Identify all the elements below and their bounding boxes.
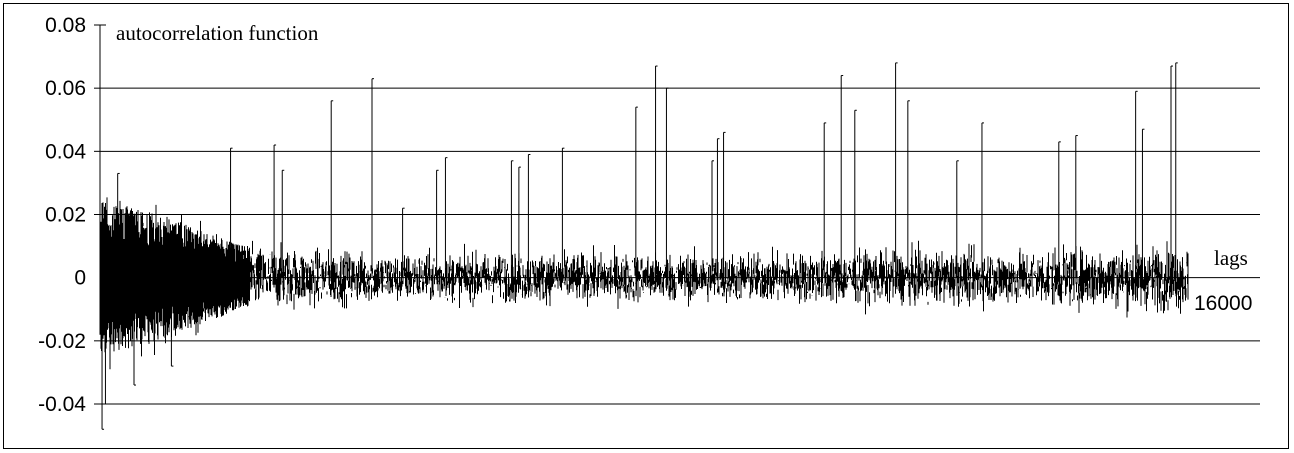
grid-layer bbox=[94, 24, 1260, 405]
y-tick-label: 0.02 bbox=[45, 204, 86, 227]
y-axis-label: autocorrelation function bbox=[116, 21, 319, 45]
y-tick-label: 0.08 bbox=[45, 14, 86, 37]
y-tick-label: -0.04 bbox=[38, 393, 86, 416]
y-tick-label: -0.02 bbox=[38, 330, 86, 353]
acf-bars bbox=[99, 62, 1189, 430]
chart-frame: 0.08 0.06 0.04 0.02 0 -0.02 -0.04 autocorrelat… bbox=[3, 3, 1289, 449]
acf-chart: 0.08 0.06 0.04 0.02 0 -0.02 -0.04 autocorrelat… bbox=[38, 14, 1260, 430]
x-tick-label: 16000 bbox=[1194, 292, 1252, 315]
acf-noise-series bbox=[99, 197, 1189, 370]
y-tick-label: 0.06 bbox=[45, 77, 86, 100]
x-axis-label: lags bbox=[1214, 246, 1248, 270]
y-tick-label: 0.04 bbox=[45, 140, 86, 163]
y-tick-label: 0 bbox=[74, 267, 86, 290]
y-tick-labels: 0.08 0.06 0.04 0.02 0 -0.02 -0.04 bbox=[38, 14, 86, 416]
